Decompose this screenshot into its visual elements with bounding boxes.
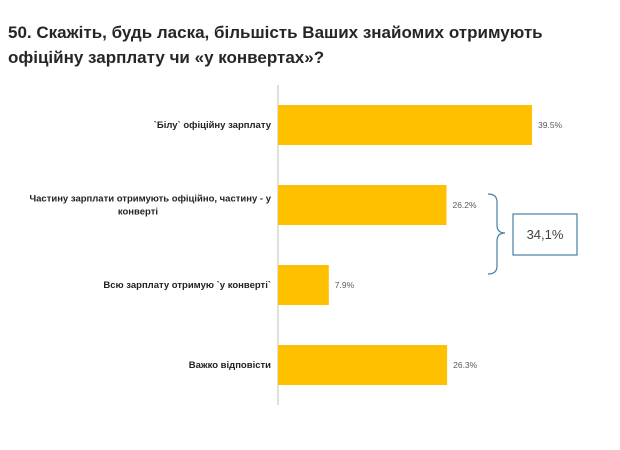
bar-3 [278,265,329,305]
value-label-2: 26.2% [452,200,477,210]
category-label-line: `Білу` офіційну зарплату [154,120,272,131]
category-label-4: Важко відповісти [189,360,271,371]
callout-box [512,213,578,256]
value-label-1: 39.5% [538,120,563,130]
value-label-4: 26.3% [453,360,478,370]
category-label-2: Частину зарплати отримують офіційно, час… [29,194,271,218]
bar-4 [278,345,448,385]
bar-1 [278,105,532,145]
category-label-line: Важко відповісти [189,360,271,371]
bar-2 [278,185,447,225]
category-label-line: конверті [118,207,158,218]
category-label-3: Всю зарплату отримую `у конверті` [103,280,271,291]
category-label-line: Частину зарплати отримують офіційно, час… [29,194,271,205]
category-label-line: Всю зарплату отримую `у конверті` [103,280,271,291]
callout-value: 34,1% [527,227,564,242]
category-label-1: `Білу` офіційну зарплату [154,120,272,131]
grouping-bracket [487,193,506,275]
chart-title: 50. Скажіть, будь ласка, більшість Ваших… [8,23,543,67]
value-label-3: 7.9% [335,280,355,290]
